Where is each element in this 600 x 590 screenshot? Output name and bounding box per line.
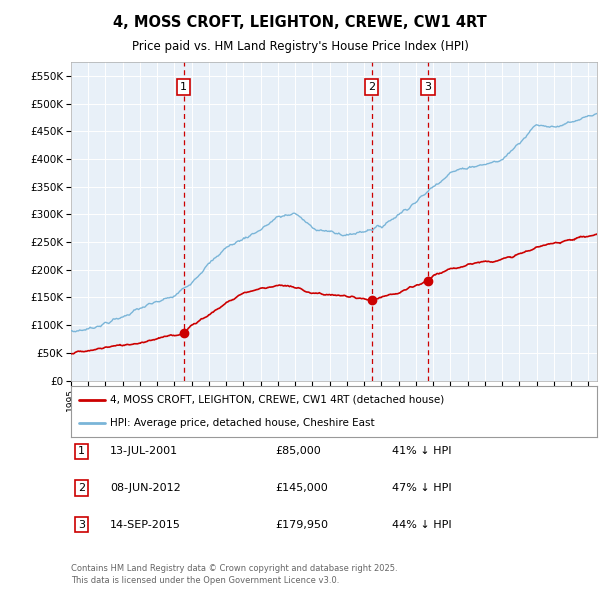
Text: 14-SEP-2015: 14-SEP-2015 <box>110 520 181 529</box>
Text: 1: 1 <box>78 447 85 456</box>
Text: £145,000: £145,000 <box>275 483 328 493</box>
Text: 3: 3 <box>425 82 431 92</box>
Text: HPI: Average price, detached house, Cheshire East: HPI: Average price, detached house, Ches… <box>110 418 375 428</box>
Text: 2: 2 <box>368 82 375 92</box>
Text: 13-JUL-2001: 13-JUL-2001 <box>110 447 178 456</box>
Text: 41% ↓ HPI: 41% ↓ HPI <box>392 447 451 456</box>
Text: 47% ↓ HPI: 47% ↓ HPI <box>392 483 451 493</box>
Text: 44% ↓ HPI: 44% ↓ HPI <box>392 520 451 529</box>
Text: 4, MOSS CROFT, LEIGHTON, CREWE, CW1 4RT: 4, MOSS CROFT, LEIGHTON, CREWE, CW1 4RT <box>113 15 487 30</box>
Text: 2: 2 <box>78 483 85 493</box>
Text: Contains HM Land Registry data © Crown copyright and database right 2025.
This d: Contains HM Land Registry data © Crown c… <box>71 565 397 585</box>
Text: Price paid vs. HM Land Registry's House Price Index (HPI): Price paid vs. HM Land Registry's House … <box>131 40 469 53</box>
Text: 08-JUN-2012: 08-JUN-2012 <box>110 483 181 493</box>
Text: £85,000: £85,000 <box>275 447 320 456</box>
Text: 1: 1 <box>180 82 187 92</box>
Text: 4, MOSS CROFT, LEIGHTON, CREWE, CW1 4RT (detached house): 4, MOSS CROFT, LEIGHTON, CREWE, CW1 4RT … <box>110 395 445 405</box>
Text: £179,950: £179,950 <box>275 520 328 529</box>
Text: 3: 3 <box>78 520 85 529</box>
